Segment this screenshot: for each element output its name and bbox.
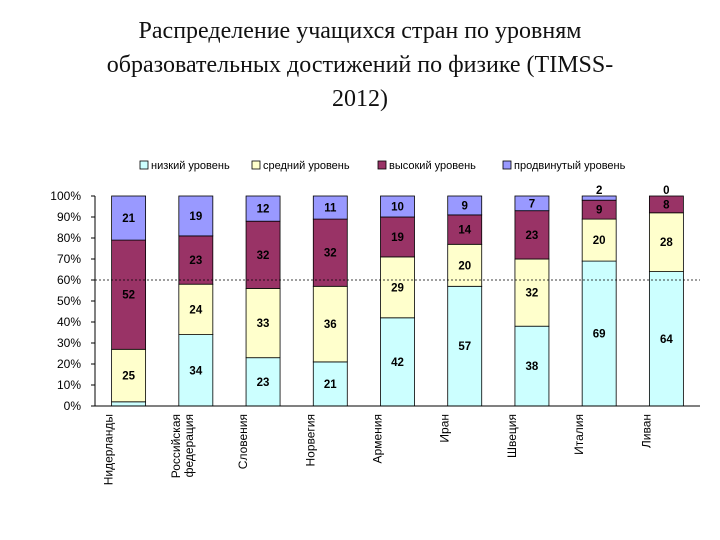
data-label: 20 xyxy=(458,260,471,272)
data-label: 20 xyxy=(593,235,606,247)
category-label: Ливан xyxy=(639,414,653,448)
y-tick-label: 60% xyxy=(57,273,81,287)
category-label: Иран xyxy=(438,414,452,443)
bar-segment-4-8 xyxy=(581,195,617,201)
bar-segment-4-1 xyxy=(111,195,147,241)
legend-label-2: средний уровень xyxy=(263,160,350,172)
y-tick-label: 30% xyxy=(57,336,81,350)
chart-title: Распределение учащихся стран по уровням … xyxy=(30,14,690,116)
category-label: Италия xyxy=(572,414,586,455)
bar-segment-3-4 xyxy=(312,218,348,287)
data-label: 21 xyxy=(324,379,337,391)
bar-segment-3-5 xyxy=(380,216,415,258)
bar-segment-2-4 xyxy=(312,285,348,363)
x-axis: Нидерланды Российскаяфедерация Словения Нор… xyxy=(95,405,700,485)
bar-segment-3-6 xyxy=(447,214,483,245)
data-label: 32 xyxy=(526,288,539,300)
title-line-2: образовательных достижений по физике (TI… xyxy=(106,52,614,78)
data-label: 12 xyxy=(257,204,270,216)
bar-segment-2-3 xyxy=(245,287,281,359)
category-label: Норвегия xyxy=(303,414,317,467)
data-label: 21 xyxy=(122,213,135,225)
bar-segment-1-2 xyxy=(178,334,214,407)
data-label: 9 xyxy=(596,205,602,217)
bar-segment-3-2 xyxy=(178,235,214,285)
legend-label-3: высокий уровень xyxy=(389,160,476,172)
data-label: 8 xyxy=(663,199,670,211)
y-axis: 0% 10% 20% 30% 40% 50% 60% 70% 80% 90% 100% xyxy=(50,189,96,413)
data-label: 32 xyxy=(257,250,270,262)
data-label: 24 xyxy=(189,304,202,316)
data-label: 0 xyxy=(663,185,669,197)
category-label: Российскаяфедерация xyxy=(169,414,196,478)
legend-swatch-4 xyxy=(502,160,512,170)
bar-segment-4-2 xyxy=(178,195,214,237)
bar-segment-3-7 xyxy=(514,210,550,260)
y-tick-label: 80% xyxy=(57,231,81,245)
bar-segment-4-3 xyxy=(245,195,281,222)
bar-segment-1-6 xyxy=(447,285,483,407)
category-label: Армения xyxy=(371,414,385,463)
bar-segment-2-1 xyxy=(111,348,147,403)
bar-segment-4-6 xyxy=(447,195,483,216)
data-label: 14 xyxy=(458,225,471,237)
legend-label-4: продвинутый уровень xyxy=(514,160,626,172)
data-label: 64 xyxy=(660,334,673,346)
category-label: Нидерланды xyxy=(102,414,116,485)
y-tick-label: 50% xyxy=(57,294,81,308)
data-label: 33 xyxy=(257,318,270,330)
bar-segment-2-2 xyxy=(178,283,214,336)
data-label: 23 xyxy=(526,230,539,242)
bar-segment-2-8 xyxy=(581,218,617,262)
y-tick-label: 70% xyxy=(57,252,81,266)
data-label: 32 xyxy=(324,248,337,260)
bar-segment-2-9 xyxy=(648,212,684,273)
data-label: 38 xyxy=(526,361,539,373)
bars: 2 25 52 21 34 24 23 19 23 33 32 12 21 36 32 11 42 29 19 10 5… xyxy=(95,185,700,407)
legend-label-1: низкий уровень xyxy=(151,160,230,172)
title-line-3: 2012) xyxy=(332,86,388,112)
y-tick-label: 40% xyxy=(57,315,81,329)
legend-swatch-2 xyxy=(251,160,261,170)
data-label: 7 xyxy=(529,198,535,210)
legend-swatch-1 xyxy=(139,160,149,170)
bar-segment-4-4 xyxy=(312,195,348,220)
category-label: Словения xyxy=(236,414,250,469)
legend-swatch-3 xyxy=(377,160,387,170)
data-label: 19 xyxy=(189,211,202,223)
y-tick-label: 90% xyxy=(57,210,81,224)
bar-segment-3-1 xyxy=(111,239,147,350)
bar-segment-3-9 xyxy=(648,195,684,214)
data-label: 28 xyxy=(660,237,673,249)
title-line-1: Распределение учащихся стран по уровням xyxy=(138,18,582,44)
data-label: 9 xyxy=(462,200,468,212)
y-tick-label: 20% xyxy=(57,357,81,371)
data-label: 25 xyxy=(122,371,135,383)
data-label: 42 xyxy=(391,357,404,369)
data-label: 10 xyxy=(391,202,404,214)
y-tick-label: 10% xyxy=(57,378,81,392)
data-label: 23 xyxy=(189,255,202,267)
data-label: 2 xyxy=(596,185,602,197)
data-label: 36 xyxy=(324,319,337,331)
y-tick-label: 100% xyxy=(50,189,81,203)
data-label: 34 xyxy=(189,365,202,377)
data-label: 11 xyxy=(324,203,337,215)
bar-segment-4-7 xyxy=(514,195,550,212)
category-label: Швеция xyxy=(505,414,519,458)
data-label: 69 xyxy=(593,329,606,341)
data-label: 23 xyxy=(257,377,270,389)
bar-segment-1-5 xyxy=(380,317,415,407)
data-label: 57 xyxy=(458,341,471,353)
bar-segment-1-9 xyxy=(648,271,684,407)
data-label: 29 xyxy=(391,282,404,294)
data-label: 19 xyxy=(391,232,404,244)
bar-segment-2-7 xyxy=(514,258,550,327)
bar-segment-4-5 xyxy=(380,195,415,218)
legend: низкий уровень средний уровень высокий уро… xyxy=(139,160,626,172)
y-tick-label: 0% xyxy=(64,399,82,413)
bar-segment-3-3 xyxy=(245,220,281,289)
data-label: 52 xyxy=(122,290,135,302)
